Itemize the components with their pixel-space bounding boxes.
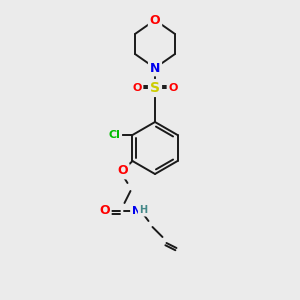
Text: S: S [150,81,160,95]
Text: H: H [140,205,148,215]
Text: O: O [150,14,160,26]
Text: O: O [132,83,142,93]
Text: Cl: Cl [109,130,120,140]
Text: O: O [168,83,178,93]
Text: O: O [99,205,110,218]
Text: N: N [132,206,141,216]
Text: O: O [117,164,128,178]
Text: N: N [150,61,160,74]
